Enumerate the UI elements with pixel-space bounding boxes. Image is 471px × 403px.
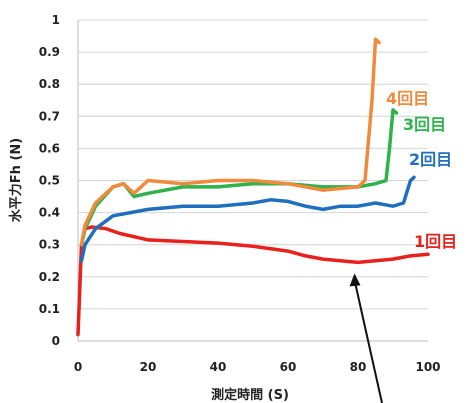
series-line-1 bbox=[78, 227, 428, 335]
annotation-arrow-shaft bbox=[356, 284, 383, 403]
x-tick-label: 60 bbox=[280, 360, 297, 374]
x-tick-label: 100 bbox=[415, 360, 440, 374]
y-tick-label: 0.3 bbox=[39, 238, 60, 252]
x-tick-label: 0 bbox=[74, 360, 82, 374]
x-tick-label: 40 bbox=[210, 360, 227, 374]
series-lines bbox=[78, 39, 428, 334]
y-tick-label: 0.9 bbox=[39, 45, 60, 59]
y-tick-label: 0.1 bbox=[39, 302, 60, 316]
x-tick-label: 80 bbox=[350, 360, 367, 374]
y-tick-label: 1 bbox=[52, 13, 60, 27]
series-label-4: 4回目 bbox=[386, 89, 429, 108]
y-tick-label: 0.2 bbox=[39, 270, 60, 284]
series-label-2: 2回目 bbox=[409, 150, 452, 169]
series-line-3 bbox=[82, 110, 397, 245]
tick-labels: 0 0.1 0.2 0.3 0.4 0.5 0.6 0.7 0.8 0.9 1 0 20 40 60 80 10… bbox=[39, 13, 441, 374]
y-tick-label: 0.5 bbox=[39, 174, 60, 188]
y-tick-label: 0 bbox=[52, 334, 60, 348]
x-axis-title: 測定時間 (S) bbox=[211, 387, 289, 403]
y-tick-label: 0.8 bbox=[39, 77, 60, 91]
annotation-arrow-head bbox=[350, 273, 361, 286]
series-label-1: 1回目 bbox=[414, 232, 457, 251]
annotation-arrow bbox=[350, 273, 383, 403]
y-tick-label: 0.6 bbox=[39, 141, 60, 155]
y-axis-title: 水平力Fh (N) bbox=[8, 138, 24, 222]
y-tick-label: 0.7 bbox=[39, 109, 60, 123]
y-tick-label: 0.4 bbox=[39, 206, 60, 220]
series-label-3: 3回目 bbox=[403, 115, 446, 134]
x-tick-label: 20 bbox=[140, 360, 157, 374]
